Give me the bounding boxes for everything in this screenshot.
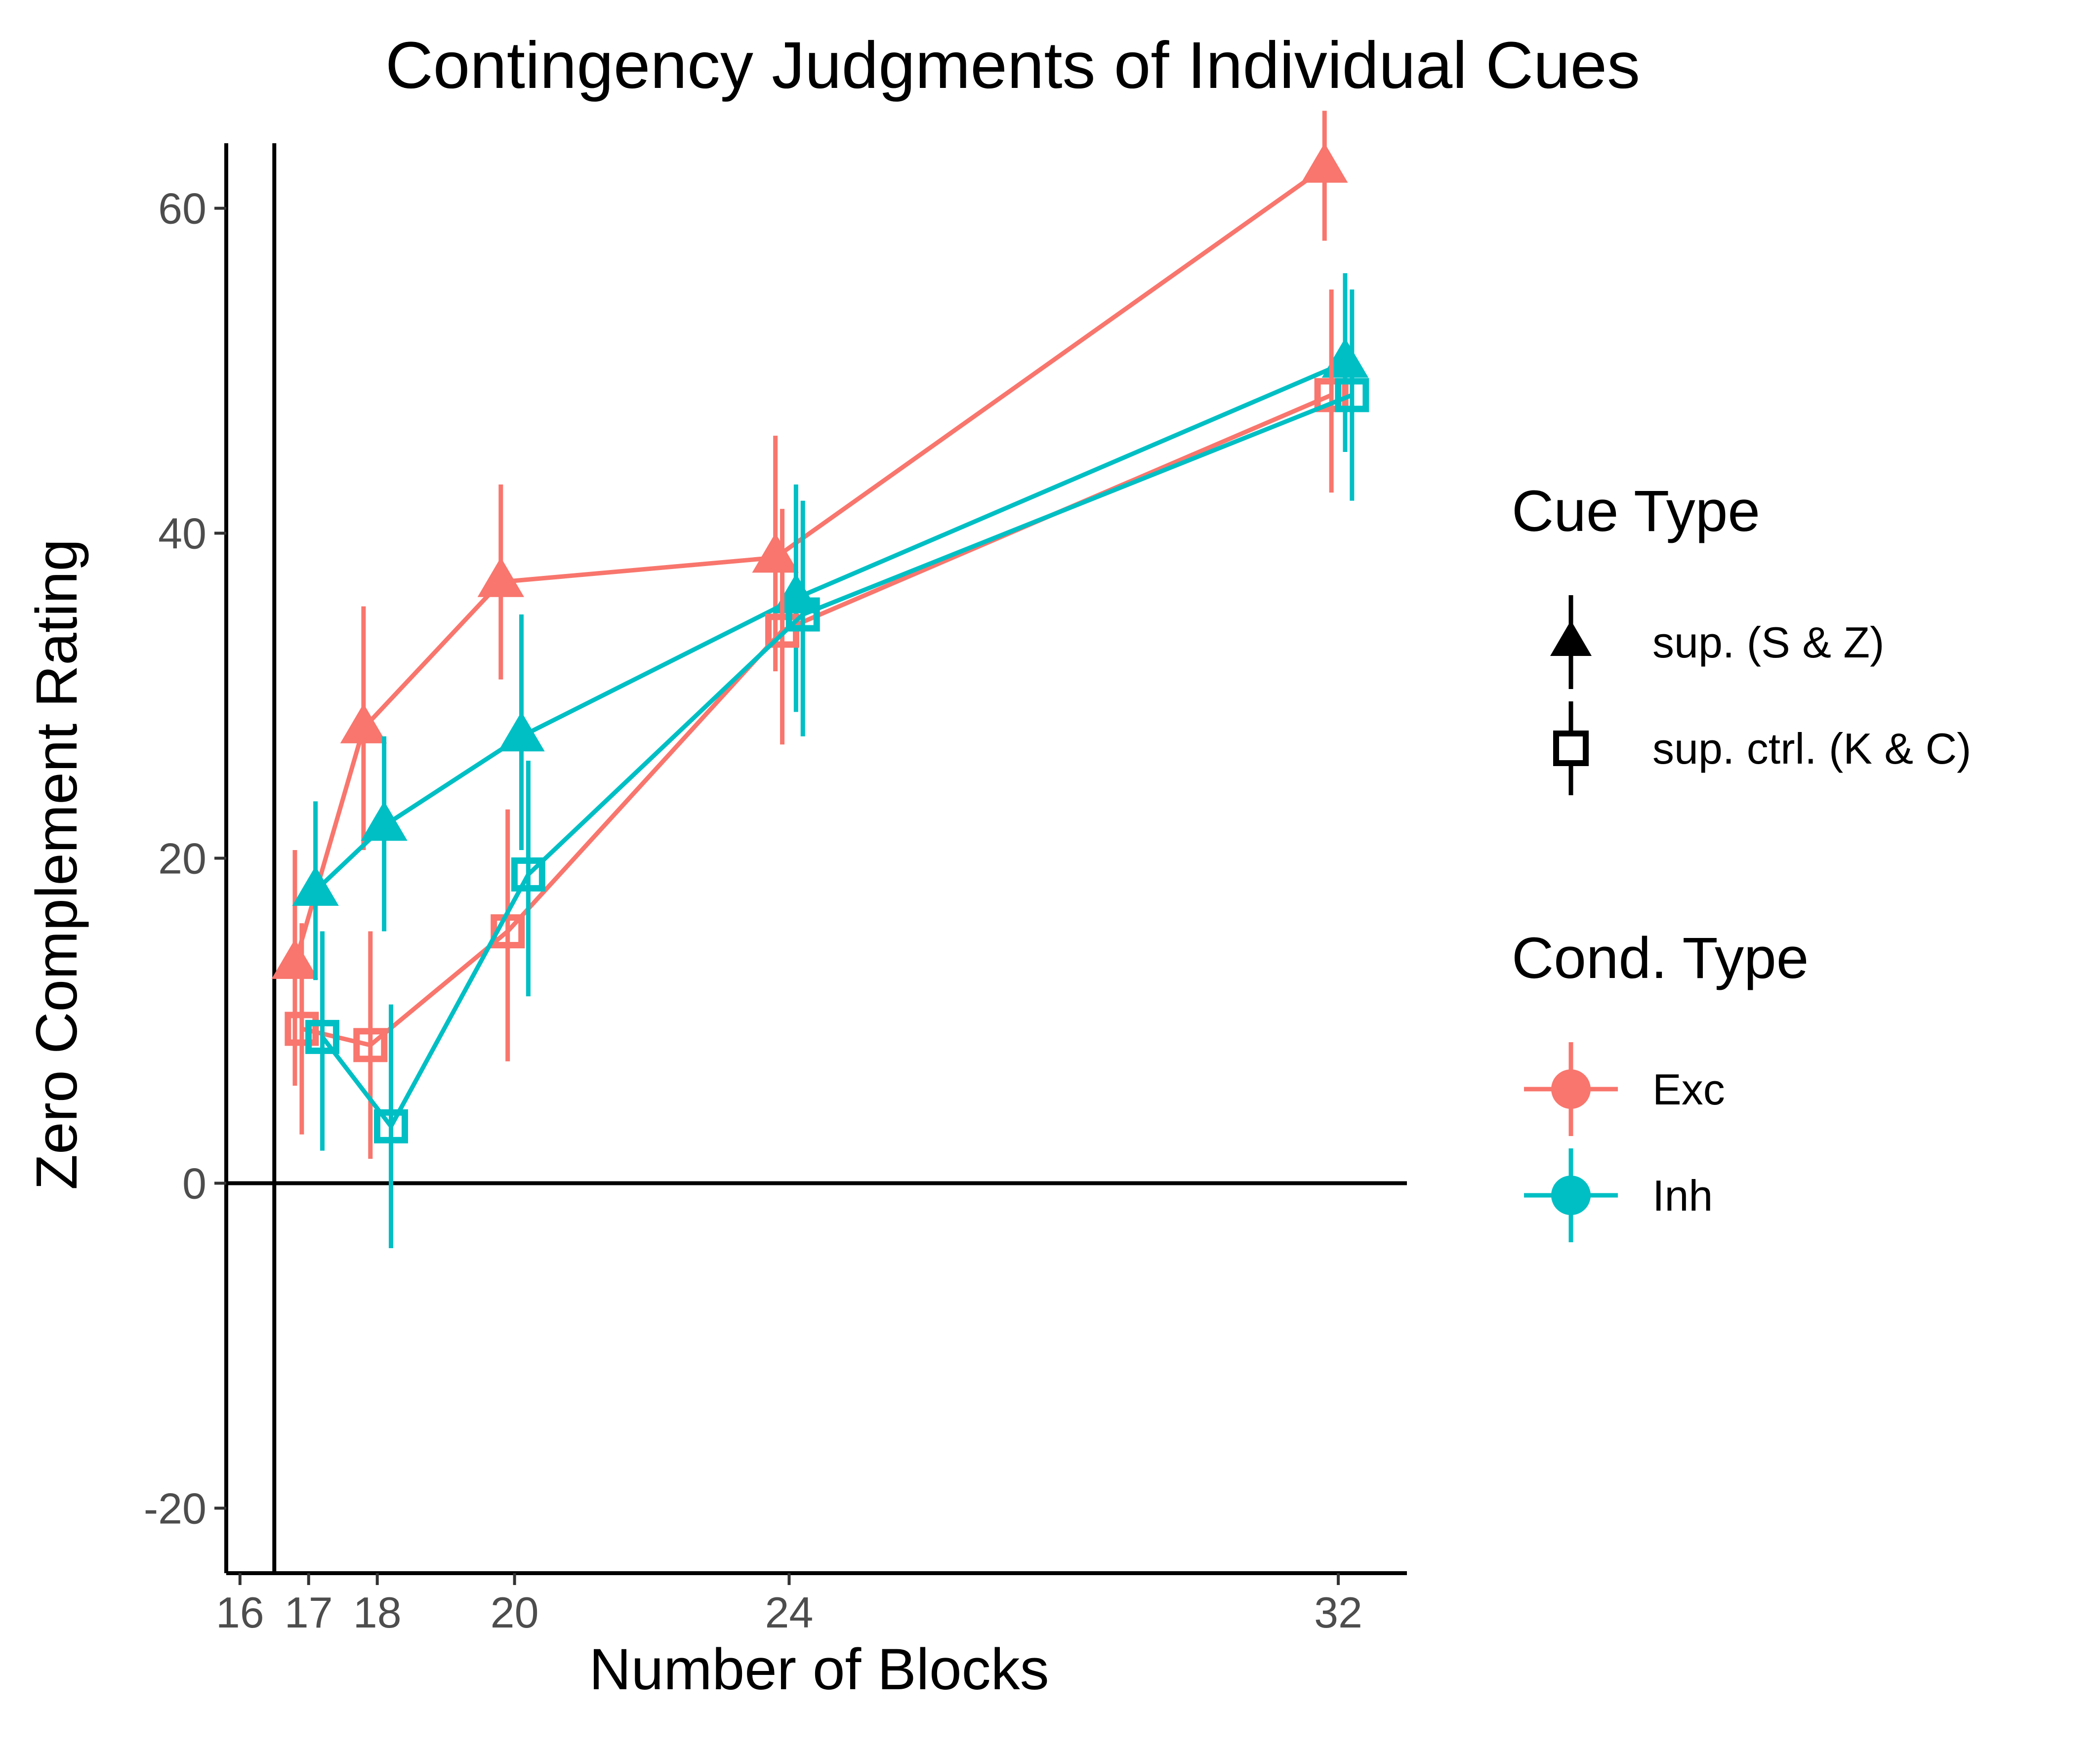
legend-key-triangle-icon: [1550, 620, 1592, 656]
series-inh-sup-ctrl: [305, 289, 1369, 1249]
legend-label: sup. ctrl. (K & C): [1652, 724, 1971, 773]
x-tick-label: 20: [491, 1588, 539, 1637]
data-point: [292, 866, 339, 906]
legend-title-cue-type: Cue Type: [1512, 479, 1760, 544]
legend-title-cond-type: Cond. Type: [1512, 926, 1809, 991]
legend-key-square-icon: [1553, 731, 1589, 766]
x-tick-label: 16: [216, 1588, 264, 1637]
series-line: [292, 165, 1326, 965]
data-point: [271, 939, 319, 979]
data-point: [1301, 143, 1348, 183]
data-point: [1335, 378, 1369, 412]
legend-label: sup. (S & Z): [1652, 618, 1884, 667]
data-point: [285, 1012, 319, 1046]
series-line: [301, 393, 1332, 1048]
data-point: [305, 1019, 340, 1054]
y-axis-title: Zero Complement Rating: [24, 539, 89, 1190]
data-point: [511, 857, 545, 892]
legend-label: Inh: [1652, 1171, 1713, 1220]
legend-item: Inh: [1524, 1148, 1713, 1242]
series-exc-sup: [271, 111, 1348, 1086]
plot-area: -20 0 20 40 60 16 17 18 20 24 32: [144, 111, 1407, 1637]
y-tick-label: -20: [144, 1484, 206, 1533]
data-point: [477, 557, 525, 597]
data-point: [785, 597, 820, 632]
y-tick-label: 20: [158, 834, 206, 883]
series-line: [320, 393, 1353, 1129]
series-inh-sup: [292, 273, 1369, 980]
legend-item: sup. ctrl. (K & C): [1553, 701, 1971, 795]
data-point: [353, 1028, 388, 1062]
x-tick-label: 18: [353, 1588, 402, 1637]
data-point: [1314, 378, 1349, 412]
data-point: [498, 711, 545, 752]
y-tick-label: 60: [158, 184, 206, 233]
data-point: [340, 703, 387, 743]
series-exc-sup-ctrl: [285, 289, 1349, 1159]
chart-title: Contingency Judgments of Individual Cues: [385, 29, 1640, 102]
legend-label: Exc: [1652, 1065, 1725, 1114]
legend-key-circle-icon: [1551, 1176, 1591, 1215]
y-tick-label: 0: [182, 1159, 206, 1208]
data-point: [1321, 338, 1369, 378]
data-point: [373, 1109, 408, 1143]
x-tick-label: 32: [1314, 1588, 1362, 1637]
x-axis-title: Number of Blocks: [589, 1637, 1049, 1702]
y-tick-label: 40: [158, 509, 206, 558]
x-tick-label: 24: [765, 1588, 813, 1637]
legend-key-circle-icon: [1551, 1069, 1591, 1109]
x-tick-label: 17: [285, 1588, 333, 1637]
data-point: [491, 914, 525, 949]
legend-item: Exc: [1524, 1042, 1725, 1136]
data-point: [361, 801, 408, 841]
data-point: [752, 532, 799, 573]
legend: Cue Type sup. (S & Z) sup. ctrl. (K & C) Co…: [1512, 479, 1971, 1242]
series-line: [314, 360, 1346, 893]
legend-item: sup. (S & Z): [1550, 595, 1884, 689]
